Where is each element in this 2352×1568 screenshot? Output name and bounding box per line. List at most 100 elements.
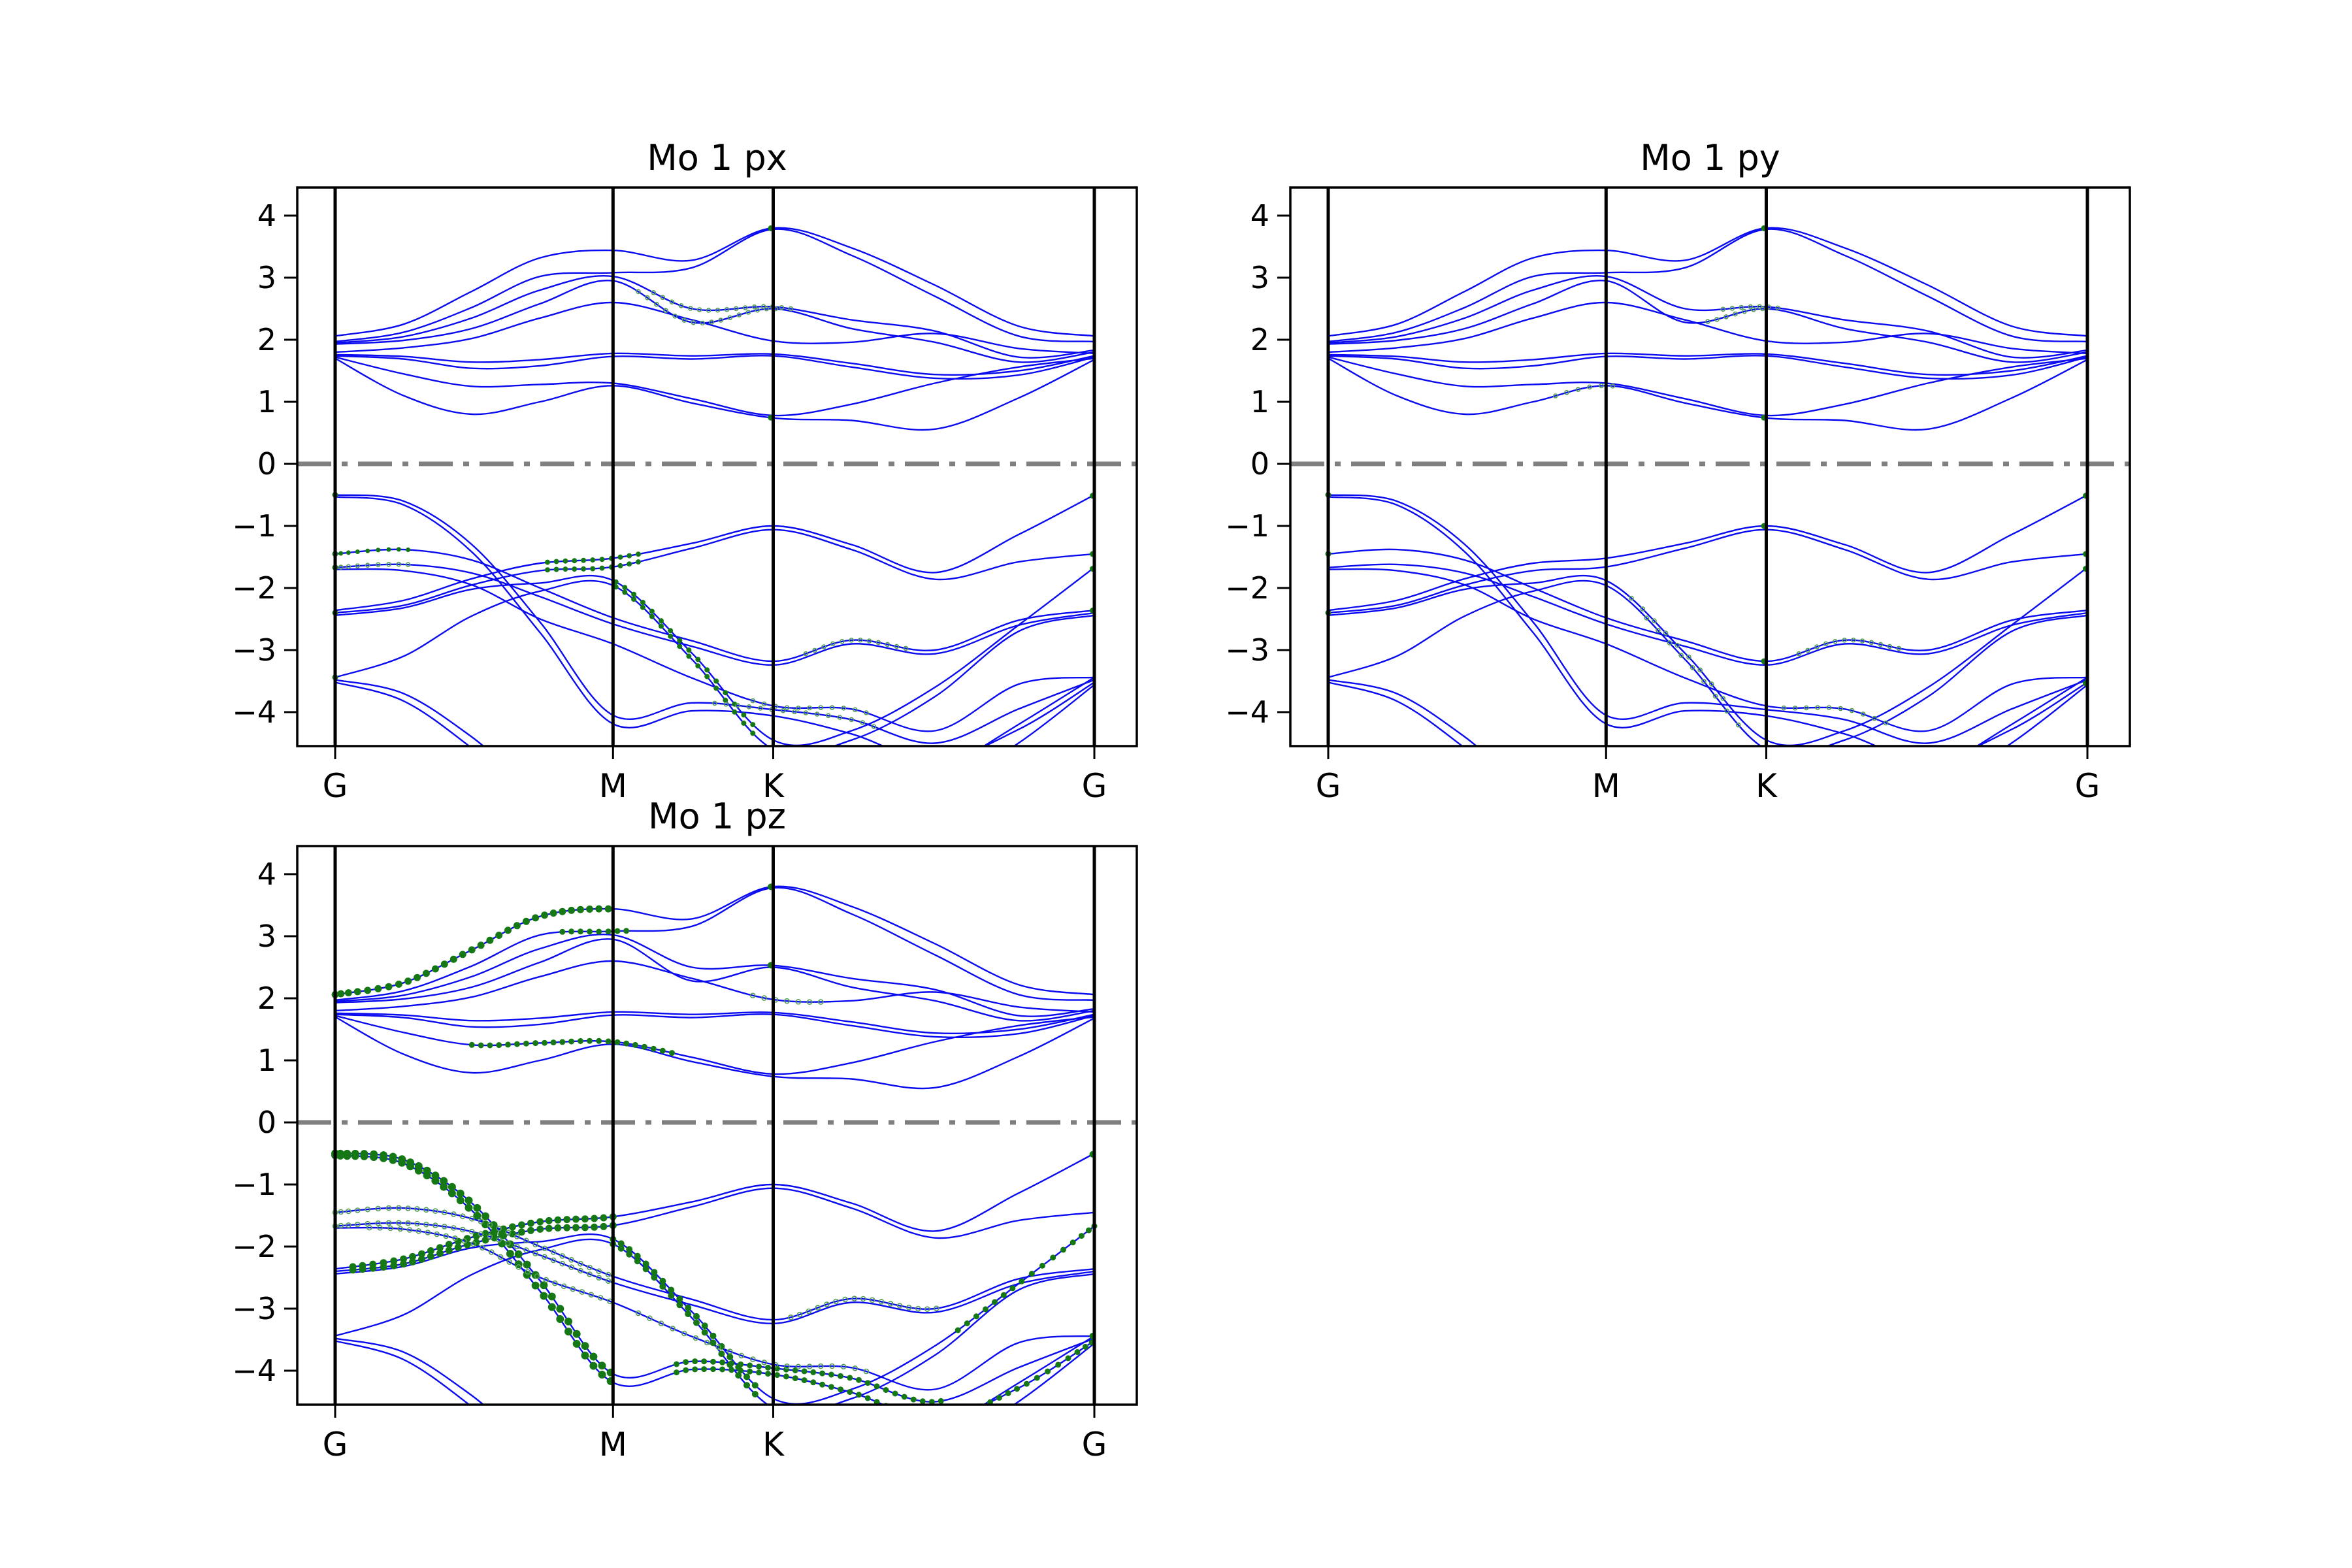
projection-marker [563,558,568,564]
projection-marker [596,1268,602,1274]
projection-marker [894,644,900,649]
projection-marker [1729,306,1735,311]
projection-marker [738,1361,744,1367]
projection-marker [677,638,683,644]
projection-marker [1005,1390,1011,1396]
projection-marker [589,1362,598,1370]
projection-marker [866,638,872,644]
projection-marker [812,647,817,653]
projection-marker [686,653,692,659]
projection-marker [828,1384,834,1390]
projection-marker [375,562,381,568]
projection-marker [1739,304,1744,310]
projection-marker [514,1041,520,1047]
projection-marker [858,637,863,643]
projection-marker [1748,304,1754,310]
projection-marker [568,928,575,935]
projection-marker [755,307,760,313]
projection-marker [369,1264,377,1272]
projection-marker [795,999,802,1005]
projection-marker [581,1215,589,1223]
projection-marker [540,1292,548,1300]
projection-marker [1599,383,1604,389]
projection-marker [683,1359,689,1365]
band-path [334,357,1096,431]
projection-marker [704,674,710,679]
projection-marker [1760,306,1765,312]
projection-marker [856,1377,862,1383]
projection-marker [596,1275,602,1281]
projection-marker [1690,664,1695,670]
projection-marker [718,1343,725,1350]
projection-marker [649,613,655,619]
projection-marker [660,295,666,301]
projection-marker [710,1358,716,1365]
projection-marker [581,557,587,563]
projection-marker [700,320,706,326]
projection-marker [634,1258,641,1265]
panel-title-pz: Mo 1 pz [648,796,786,837]
projection-marker [1826,705,1832,710]
projection-marker [448,1189,456,1198]
projection-marker [617,563,623,568]
projection-marker [635,1310,642,1316]
projection-marker [387,1225,393,1232]
projection-marker [622,589,628,595]
projection-marker [1815,705,1820,710]
projection-marker [878,1299,885,1305]
projection-marker [784,998,790,1004]
projection-marker [589,1352,598,1361]
projection-marker [578,928,583,935]
projection-marker [568,1264,574,1270]
projection-marker [1629,595,1634,601]
projection-marker [1724,708,1729,714]
projection-marker [541,911,548,919]
projection-marker [1849,708,1855,713]
y-tick-label: −2 [232,570,276,606]
projection-marker [552,1280,558,1286]
projection-marker [1896,645,1902,651]
projection-marker [659,1283,666,1290]
projection-marker [468,1041,475,1048]
panel-py: 4 3 2 1 0 −1 −2 −3 −4 G M K G Mo 1 py [1225,137,2131,805]
y-tick-label: −1 [232,1167,276,1202]
projection-marker [750,1356,756,1362]
projection-marker [436,1249,444,1257]
projection-marker [833,1298,839,1305]
projection-marker [693,1335,699,1341]
band-path [1327,681,2089,746]
projection-marker [553,559,559,564]
band-path [334,566,1096,746]
panel-title-py: Mo 1 py [1640,137,1780,178]
projection-marker [422,970,430,977]
projection-marker [595,905,603,913]
band-path [334,529,1096,614]
projection-marker [586,906,593,913]
projection-marker [792,709,797,715]
projection-marker [617,554,623,560]
projection-marker [487,1222,493,1228]
projection-marker [416,1228,422,1234]
projection-marker [1842,637,1847,643]
projection-marker [598,1371,606,1379]
projection-marker [764,306,769,312]
projection-marker [414,1206,420,1212]
projection-marker [536,1218,544,1226]
projection-marker [587,1037,593,1044]
band-path [334,1340,1096,1405]
projection-marker [996,1394,1002,1401]
y-tick-label: −1 [1225,508,1269,544]
projection-marker [1860,711,1866,717]
y-tick-label: 1 [257,384,276,419]
projection-marker [568,906,576,914]
projection-marker [647,1315,653,1321]
y-tick-label: 0 [257,446,276,482]
projection-marker [626,1250,633,1258]
projection-marker [1697,667,1703,673]
projection-marker [788,1315,794,1320]
projection-marker [486,936,494,944]
projection-marker [814,711,820,717]
projection-marker [792,1367,798,1373]
projection-marker [482,1220,489,1229]
projection-marker [405,562,411,568]
